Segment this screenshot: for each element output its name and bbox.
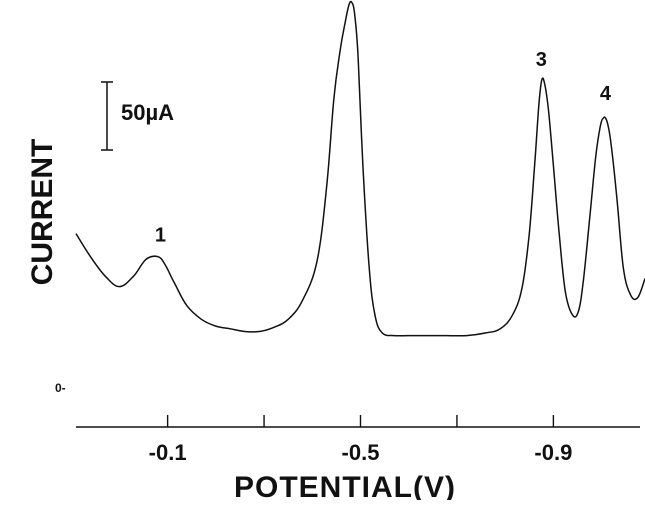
zero-marker-label: 0- bbox=[55, 381, 66, 395]
scale-bar-label: 50µA bbox=[121, 100, 174, 125]
peak-label: 4 bbox=[600, 83, 612, 105]
x-axis: -0.1 -0.5 -0.9 bbox=[76, 415, 640, 465]
current-curve bbox=[75, 0, 645, 337]
peak-labels: 1234 bbox=[155, 49, 612, 246]
scale-bar: 50µA bbox=[101, 81, 174, 151]
x-axis-label: POTENTIAL(V) bbox=[234, 471, 456, 500]
x-tick-label: -0.1 bbox=[149, 440, 187, 465]
current-curve-layer bbox=[75, 0, 645, 337]
peak-label: 3 bbox=[536, 49, 547, 71]
x-tick-label: -0.9 bbox=[534, 440, 572, 465]
peak-label: 1 bbox=[155, 224, 166, 246]
y-axis-label: CURRENT bbox=[26, 139, 59, 286]
x-tick-label: -0.5 bbox=[342, 440, 380, 465]
